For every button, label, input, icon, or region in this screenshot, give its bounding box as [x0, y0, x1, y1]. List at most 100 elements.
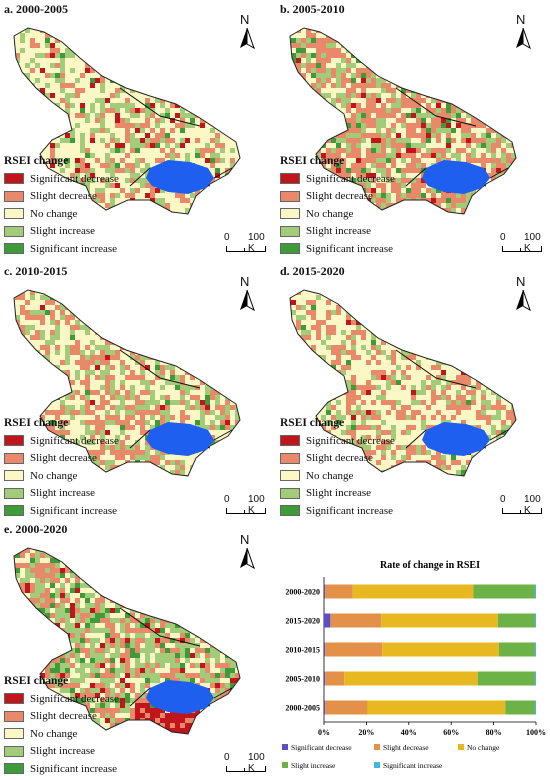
legend-swatch: [4, 435, 24, 446]
bar-segment: [344, 672, 478, 686]
north-arrow-icon: N: [236, 14, 258, 50]
legend-swatch: [4, 226, 24, 237]
map-panel: a. 2000-2005 N RSEI change Significant decr…: [0, 0, 270, 260]
bar-segment: [325, 672, 344, 686]
scale-tick: [244, 768, 245, 772]
north-label: N: [240, 12, 249, 27]
legend-item: Significant increase: [4, 240, 119, 258]
legend-item: Slight increase: [4, 485, 119, 503]
bar-segment: [324, 614, 330, 628]
legend-title: RSEI change: [280, 155, 395, 167]
category-label: 2005-2010: [285, 675, 320, 684]
legend-swatch: [4, 728, 24, 739]
category-label: 2000-2020: [285, 588, 320, 597]
legend-label: Significant increase: [306, 243, 393, 255]
category-label: 2000-2005: [285, 704, 320, 713]
legend-label: Significant increase: [30, 505, 117, 517]
legend-swatch: [4, 191, 24, 202]
legend-swatch: [4, 453, 24, 464]
legend-item: Significant increase: [4, 502, 119, 520]
bar-segment: [353, 585, 474, 599]
map-panel: e. 2000-2020 N RSEI change Significant decr…: [0, 520, 270, 780]
chart-legend-label: Significant increase: [383, 761, 443, 770]
legend-label: Slight increase: [306, 487, 371, 499]
legend-label: Significant decrease: [30, 693, 119, 705]
x-tick-label: 80%: [486, 728, 502, 737]
chart-legend-label: Significant decrease: [291, 743, 352, 752]
chart-legend-label: Slight decrease: [383, 743, 429, 752]
map-legend: RSEI change Significant decrease Slight de…: [280, 155, 395, 258]
legend-item: Significant decrease: [4, 432, 119, 450]
north-arrow-icon: N: [236, 534, 258, 570]
legend-label: Slight decrease: [306, 190, 373, 202]
legend-title: RSEI change: [4, 155, 119, 167]
chart-legend-swatch: [282, 744, 288, 750]
legend-item: Significant decrease: [4, 690, 119, 708]
legend-swatch: [280, 173, 300, 184]
north-label: N: [516, 274, 525, 289]
bar-segment: [325, 643, 382, 657]
x-tick-label: 40%: [401, 728, 417, 737]
scale-zero: 0: [500, 232, 506, 243]
legend-label: No change: [306, 208, 353, 220]
legend-item: Significant decrease: [4, 170, 119, 188]
legend-label: Significant increase: [30, 763, 117, 775]
panel-title: a. 2000-2005: [4, 2, 68, 17]
legend-label: Significant decrease: [306, 173, 395, 185]
legend-swatch: [280, 435, 300, 446]
scale-line: [502, 246, 542, 252]
legend-swatch: [4, 243, 24, 254]
legend-swatch: [4, 505, 24, 516]
legend-swatch: [4, 173, 24, 184]
legend-label: Slight increase: [30, 745, 95, 757]
bar-segment: [324, 585, 325, 599]
legend-label: No change: [30, 470, 77, 482]
scale-line: [226, 766, 266, 772]
bar-segment: [325, 585, 353, 599]
legend-item: Slight decrease: [280, 450, 395, 468]
legend-label: Slight decrease: [30, 452, 97, 464]
legend-item: Significant increase: [280, 502, 395, 520]
north-label: N: [240, 532, 249, 547]
legend-item: No change: [280, 467, 395, 485]
north-label: N: [240, 274, 249, 289]
legend-item: Significant increase: [280, 240, 395, 258]
bar-segment: [505, 701, 535, 715]
legend-label: Significant decrease: [30, 173, 119, 185]
legend-title: RSEI change: [4, 675, 119, 687]
bar-segment: [535, 585, 536, 599]
legend-item: No change: [4, 205, 119, 223]
legend-label: Slight increase: [306, 225, 371, 237]
bar-segment: [498, 614, 535, 628]
legend-label: Slight increase: [30, 225, 95, 237]
legend-item: Significant increase: [4, 760, 119, 778]
map-legend: RSEI change Significant decrease Slight de…: [4, 675, 119, 778]
legend-item: Significant decrease: [280, 170, 395, 188]
legend-item: No change: [4, 467, 119, 485]
legend-label: Significant increase: [30, 243, 117, 255]
legend-title: RSEI change: [280, 417, 395, 429]
legend-item: Slight increase: [4, 743, 119, 761]
legend-swatch: [4, 693, 24, 704]
chart-legend-swatch: [282, 762, 288, 768]
panel-title: e. 2000-2020: [4, 522, 67, 537]
legend-item: Slight increase: [280, 223, 395, 241]
chart-legend-label: Slight increase: [291, 761, 336, 770]
category-label: 2010-2015: [285, 646, 320, 655]
chart-legend-swatch: [374, 762, 380, 768]
legend-swatch: [4, 763, 24, 774]
legend-label: Slight increase: [30, 487, 95, 499]
legend-item: Significant decrease: [280, 432, 395, 450]
legend-label: Slight decrease: [30, 710, 97, 722]
scale-tick: [244, 510, 245, 514]
legend-label: Significant increase: [306, 505, 393, 517]
bar-segment: [478, 672, 535, 686]
